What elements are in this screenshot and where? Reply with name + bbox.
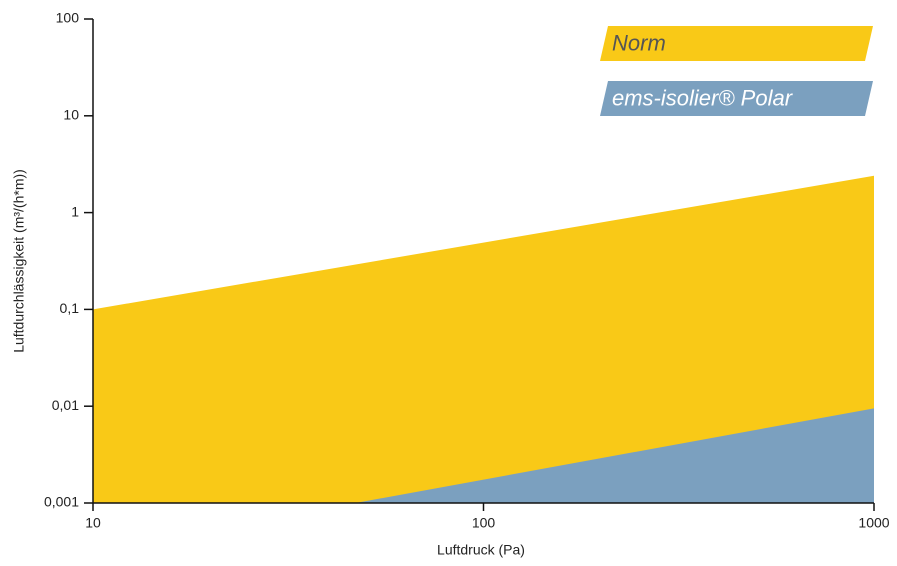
x-tick-label: 100 [472, 515, 496, 531]
legend-label: ems-isolier® Polar [612, 85, 794, 110]
x-axis-label: Luftdruck (Pa) [437, 542, 525, 558]
legend-item: Norm [600, 26, 873, 61]
y-axis-label: Luftdurchlässigkeit (m³/(h*m)) [11, 169, 27, 353]
legend-swatch [600, 81, 873, 116]
y-tick-label: 10 [63, 107, 79, 123]
area [355, 408, 874, 503]
y-tick-label: 1 [71, 203, 79, 219]
area [93, 175, 874, 504]
legend-swatch [600, 26, 873, 61]
legend-label: Norm [612, 30, 666, 55]
y-tick-label: 0,001 [44, 494, 79, 510]
legend-item: ems-isolier® Polar [600, 81, 873, 116]
y-tick-label: 100 [56, 10, 80, 26]
y-tick-label: 0,01 [52, 397, 79, 413]
x-tick-label: 1000 [858, 515, 889, 531]
x-tick-label: 10 [85, 515, 101, 531]
y-tick-label: 0,1 [60, 300, 80, 316]
